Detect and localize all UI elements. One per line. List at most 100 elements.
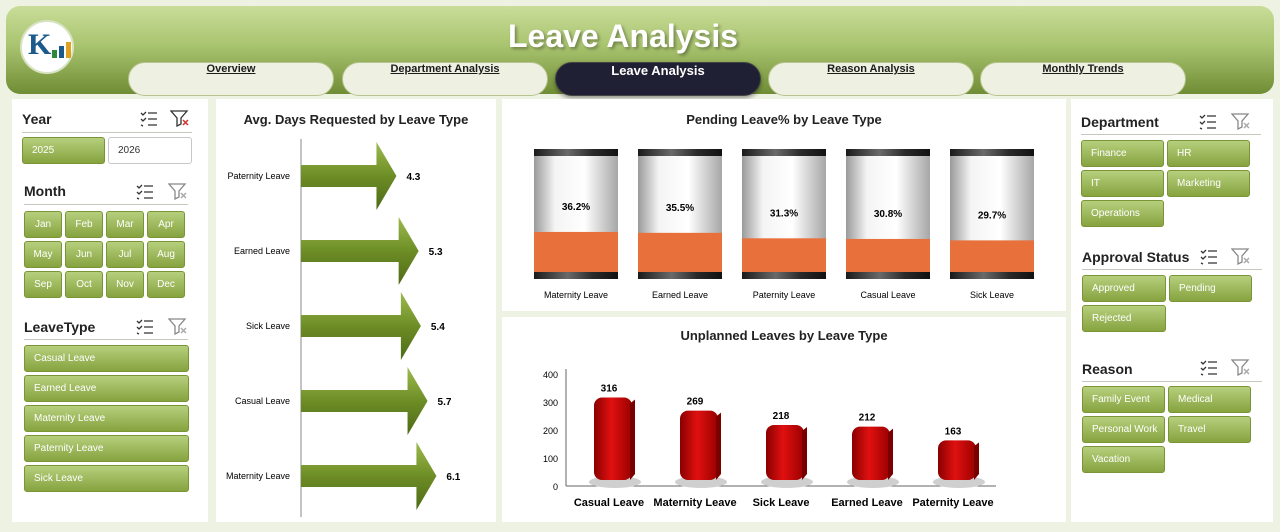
y-tick-label: 400	[543, 370, 558, 380]
slicer-reason-vacation[interactable]: Vacation	[1082, 446, 1165, 473]
clear-filter-icon[interactable]	[170, 109, 190, 127]
tab-leave-analysis[interactable]: Leave Analysis	[555, 62, 761, 96]
category-label: Casual Leave	[235, 396, 290, 406]
chart-title: Avg. Days Requested by Leave Type	[243, 112, 469, 127]
data-label: 4.3	[406, 172, 420, 183]
cylinder-cap-top	[846, 149, 930, 156]
slicer-leavetype-sick[interactable]: Sick Leave	[24, 465, 189, 492]
slicer-month-mar[interactable]: Mar	[106, 211, 144, 238]
slicer-month-sep[interactable]: Sep	[24, 271, 62, 298]
multi-select-icon[interactable]	[139, 109, 159, 127]
cylinder-cap-bottom	[846, 272, 930, 279]
slicer-approval-pending[interactable]: Pending	[1169, 275, 1252, 302]
pending-chart: 36.2% Maternity Leave 35.5% Earned Leave 31.…	[534, 149, 1034, 300]
bar-side	[630, 399, 635, 480]
bar-arrow	[301, 292, 421, 360]
category-label: Paternity Leave	[227, 171, 290, 181]
slicer-leavetype-casual[interactable]: Casual Leave	[24, 345, 189, 372]
slicer-dept-it[interactable]: IT	[1081, 170, 1164, 197]
multi-select-icon[interactable]	[1198, 112, 1218, 130]
data-label: 212	[859, 413, 876, 424]
year-slicer-title: Year	[22, 111, 52, 127]
clear-filter-icon[interactable]	[168, 317, 188, 335]
multi-select-icon[interactable]	[1199, 247, 1219, 265]
avg-days-chart: Paternity Leave 4.3 Earned Leave 5.3 Sick Le…	[226, 139, 461, 517]
left-filter-panel: Year 2025 2026 Month LeaveType Casual Le…	[12, 99, 208, 522]
slicer-dept-finance[interactable]: Finance	[1081, 140, 1164, 167]
clear-filter-icon[interactable]	[168, 182, 188, 200]
slicer-reason-medical[interactable]: Medical	[1168, 386, 1251, 413]
slicer-leavetype-paternity[interactable]: Paternity Leave	[24, 435, 189, 462]
bar	[680, 410, 718, 480]
category-label: Earned Leave	[234, 246, 290, 256]
tab-reason-analysis[interactable]: Reason Analysis	[768, 62, 974, 96]
slicer-year-2025[interactable]: 2025	[22, 137, 105, 164]
cylinder-cap-bottom	[534, 272, 618, 279]
department-slicer-title: Department	[1081, 114, 1159, 130]
category-label: Earned Leave	[652, 290, 708, 300]
category-label: Paternity Leave	[753, 290, 816, 300]
slicer-approval-rejected[interactable]: Rejected	[1082, 305, 1166, 332]
category-label: Maternity Leave	[653, 497, 736, 509]
multi-select-icon[interactable]	[135, 317, 155, 335]
chart-title: Pending Leave% by Leave Type	[686, 112, 882, 127]
slicer-month-jul[interactable]: Jul	[106, 241, 144, 268]
bar	[766, 424, 804, 480]
slicer-month-aug[interactable]: Aug	[147, 241, 185, 268]
tab-overview[interactable]: Overview	[128, 62, 334, 96]
data-label: 36.2%	[562, 202, 590, 213]
multi-select-icon[interactable]	[1199, 358, 1219, 376]
data-label: 218	[773, 411, 790, 422]
slicer-dept-marketing[interactable]: Marketing	[1167, 170, 1250, 197]
month-slicer-title: Month	[24, 183, 66, 199]
slicer-month-nov[interactable]: Nov	[106, 271, 144, 298]
clear-filter-icon[interactable]	[1231, 358, 1251, 376]
bar-arrow	[301, 142, 397, 210]
bar-side	[888, 428, 893, 480]
slicer-year-2026[interactable]: 2026	[108, 137, 192, 164]
slicer-leavetype-maternity[interactable]: Maternity Leave	[24, 405, 189, 432]
slicer-month-dec[interactable]: Dec	[147, 271, 185, 298]
slicer-reason-family-event[interactable]: Family Event	[1082, 386, 1165, 413]
slicer-reason-personal-work[interactable]: Personal Work	[1082, 416, 1165, 443]
avg-days-chart-panel: Avg. Days Requested by Leave Type Patern…	[216, 99, 496, 522]
slicer-month-jan[interactable]: Jan	[24, 211, 62, 238]
bar-arrow	[301, 442, 437, 510]
slicer-reason-travel[interactable]: Travel	[1168, 416, 1251, 443]
bar	[938, 440, 976, 480]
category-label: Sick Leave	[246, 321, 290, 331]
page-title: Leave Analysis	[507, 18, 739, 54]
data-label: 31.3%	[770, 208, 798, 219]
slicer-leavetype-earned[interactable]: Earned Leave	[24, 375, 189, 402]
cylinder-cap-bottom	[950, 272, 1034, 279]
tab-department-analysis[interactable]: Department Analysis	[342, 62, 548, 96]
slicer-month-may[interactable]: May	[24, 241, 62, 268]
slicer-month-jun[interactable]: Jun	[65, 241, 103, 268]
tab-monthly-trends[interactable]: Monthly Trends	[980, 62, 1186, 96]
data-label: 269	[687, 397, 704, 408]
bar-side	[974, 442, 979, 480]
multi-select-icon[interactable]	[135, 182, 155, 200]
data-label: 316	[601, 384, 618, 395]
unplanned-chart: 0 100 200 300 400 316 Casual Leave 269 Maternity…	[543, 369, 996, 509]
y-tick-label: 300	[543, 398, 558, 408]
slicer-month-oct[interactable]: Oct	[65, 271, 103, 298]
y-tick-label: 0	[553, 482, 558, 492]
category-label: Casual Leave	[574, 497, 644, 509]
cylinder-cap-top	[534, 149, 618, 156]
bar	[852, 426, 890, 480]
data-label: 5.4	[431, 322, 445, 333]
leavetype-slicer-title: LeaveType	[24, 319, 96, 335]
slicer-dept-hr[interactable]: HR	[1167, 140, 1250, 167]
slicer-month-feb[interactable]: Feb	[65, 211, 103, 238]
slicer-dept-operations[interactable]: Operations	[1081, 200, 1164, 227]
header-bar: K Leave Analysis Overview Department Ana…	[6, 6, 1274, 96]
clear-filter-icon[interactable]	[1231, 112, 1251, 130]
cylinder-cap-top	[950, 149, 1034, 156]
clear-filter-icon[interactable]	[1231, 247, 1251, 265]
slicer-month-apr[interactable]: Apr	[147, 211, 185, 238]
slicer-approval-approved[interactable]: Approved	[1082, 275, 1166, 302]
data-label: 30.8%	[874, 209, 902, 220]
cylinder-cap-top	[742, 149, 826, 156]
